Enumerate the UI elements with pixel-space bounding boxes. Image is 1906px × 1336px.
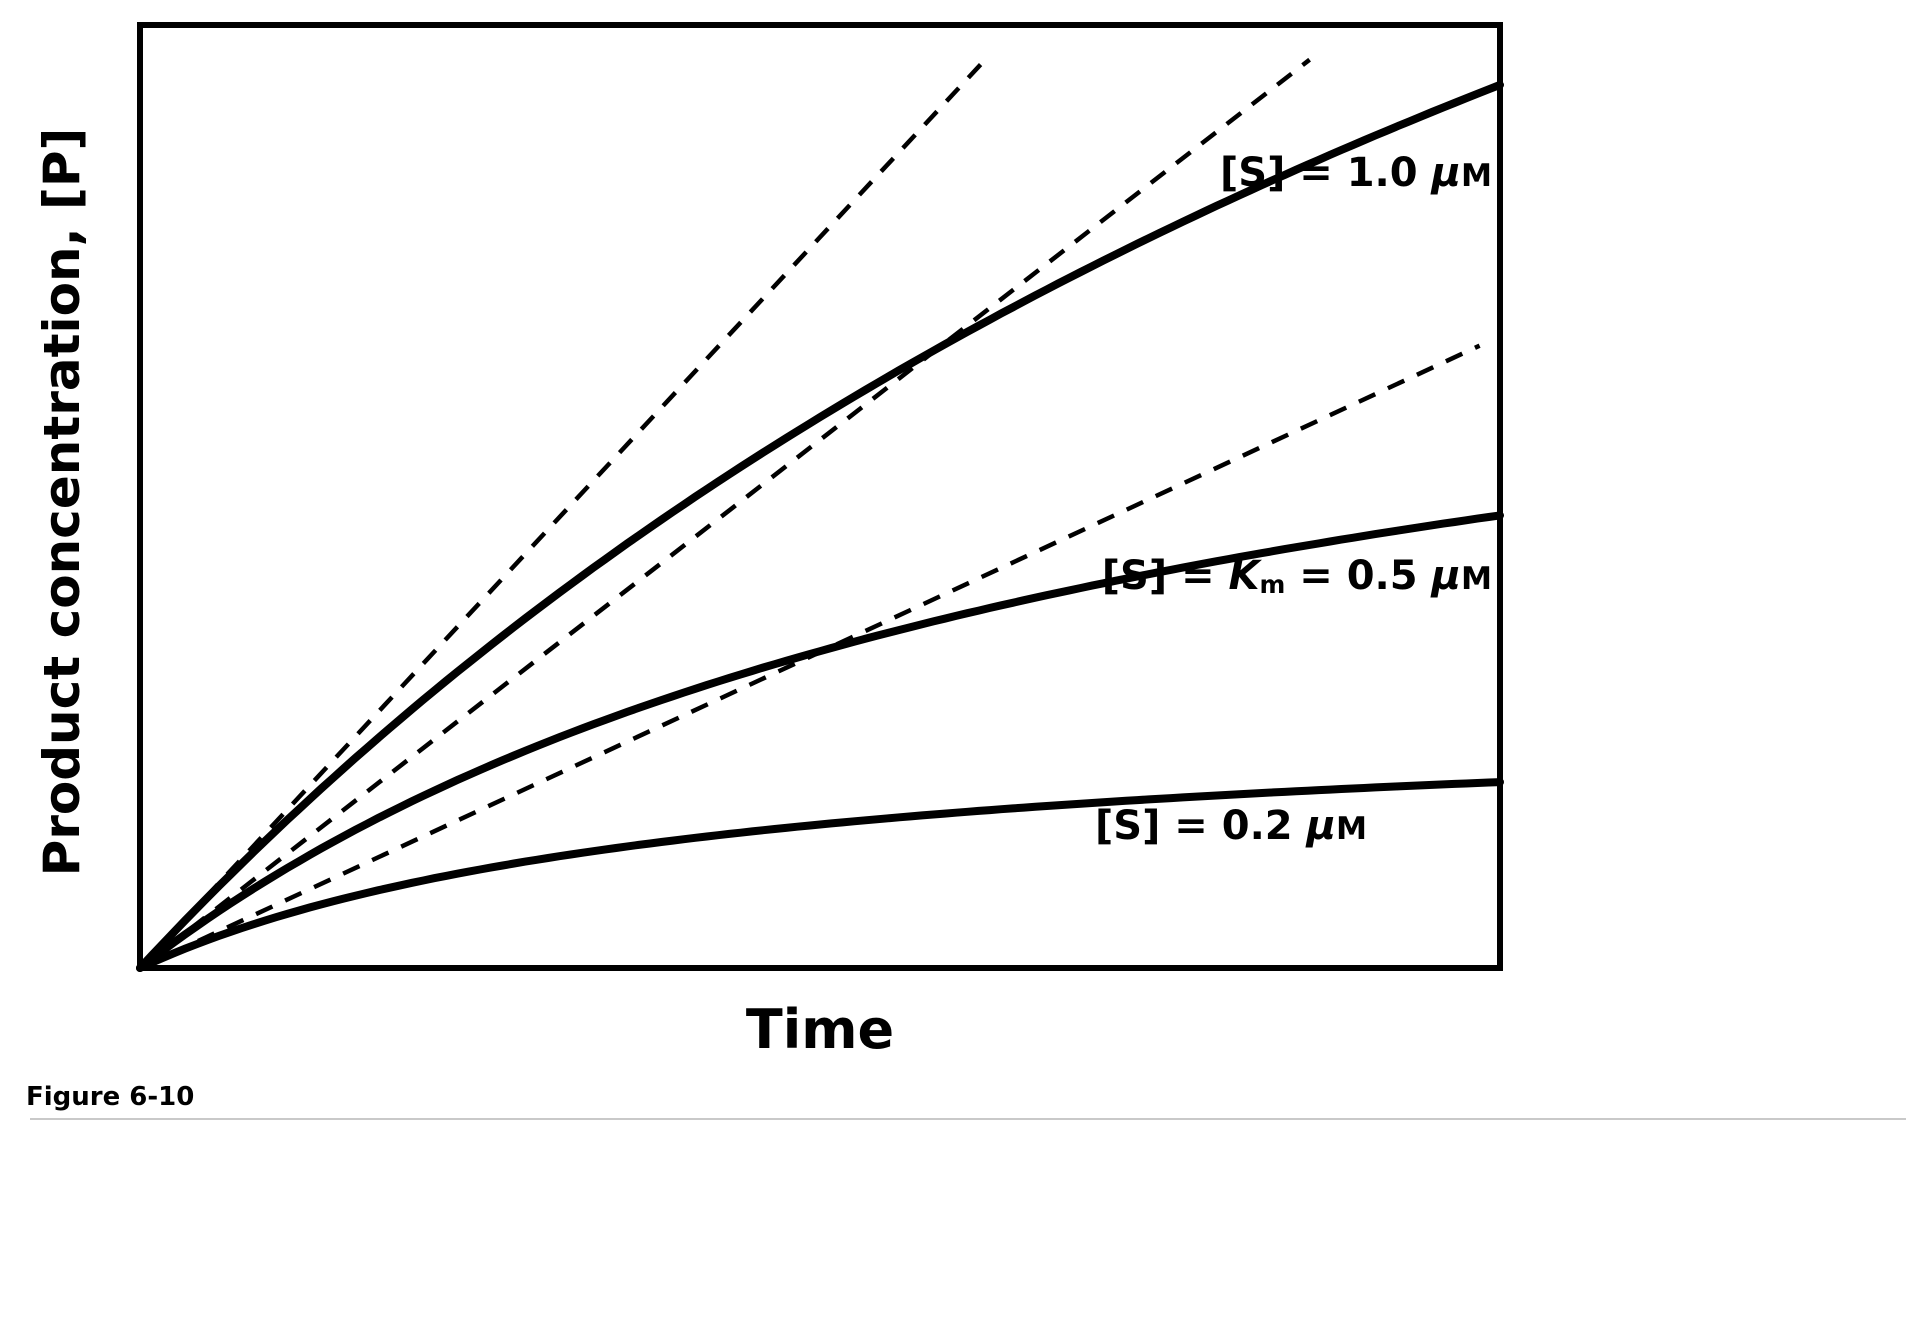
- initial-velocity-tangent-s-1.0: [138, 52, 992, 970]
- curve-label-text: [S] = 1.0: [1219, 150, 1432, 196]
- progress-curve-s-0.2: [136, 778, 1504, 972]
- figure-caption: Figure 6-10: [26, 1082, 195, 1112]
- initial-velocity-tangent-s-0.2: [139, 343, 1481, 971]
- molar-unit: M: [1335, 811, 1368, 847]
- curve-label-s-0.5: [S] = Km = 0.5 μM: [1080, 553, 1492, 599]
- km-subscript: m: [1259, 570, 1286, 600]
- mu-symbol: μ: [1431, 553, 1461, 599]
- curve-label-s-0.2: [S] = 0.2 μM: [1095, 803, 1495, 849]
- y-axis-label: Product concentration, [P]: [33, 127, 91, 877]
- x-axis-label: Time: [745, 998, 895, 1061]
- progress-curve-s-1.0: [136, 80, 1504, 972]
- curve-label-text: [S] = 0.2: [1095, 803, 1307, 849]
- km-symbol: K: [1228, 553, 1260, 599]
- mu-symbol: μ: [1306, 803, 1336, 849]
- molar-unit: M: [1460, 561, 1492, 597]
- curve-label-text: = 0.5: [1285, 553, 1432, 599]
- caption-divider: [30, 1118, 1906, 1120]
- initial-velocity-tangent-s-0.5: [138, 57, 1311, 970]
- curve-label-s-1.0: [S] = 1.0 μM: [1140, 150, 1492, 196]
- molar-unit: M: [1460, 158, 1492, 194]
- curve-label-text: [S] =: [1101, 553, 1229, 599]
- mu-symbol: μ: [1431, 150, 1461, 196]
